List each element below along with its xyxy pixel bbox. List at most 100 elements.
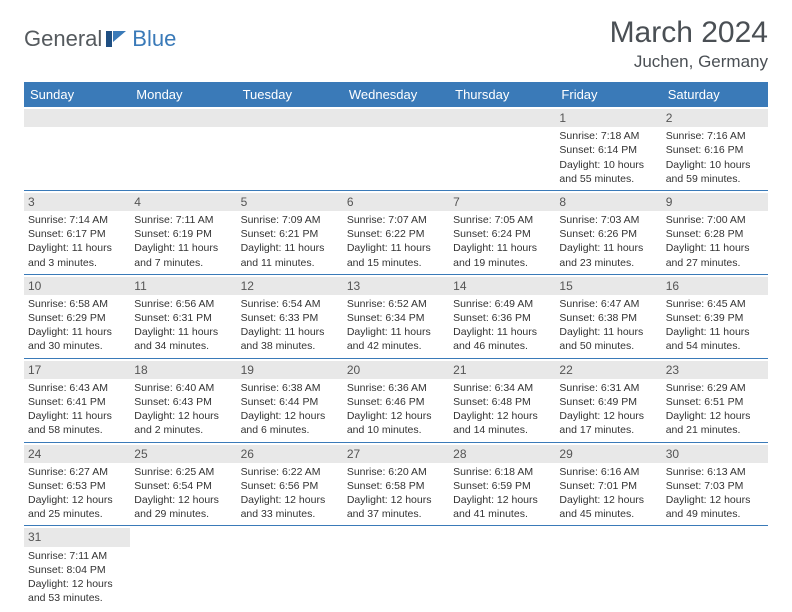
calendar-week: 10Sunrise: 6:58 AMSunset: 6:29 PMDayligh… — [24, 275, 768, 359]
calendar: Sunday Monday Tuesday Wednesday Thursday… — [24, 82, 768, 609]
sunrise-label: Sunrise: 6:16 AM — [559, 465, 657, 479]
header: General Blue March 2024 Juchen, Germany — [24, 16, 768, 72]
calendar-cell: 14Sunrise: 6:49 AMSunset: 6:36 PMDayligh… — [449, 275, 555, 358]
day-number: 7 — [449, 193, 555, 211]
day-number-empty — [237, 109, 343, 127]
calendar-cell: 18Sunrise: 6:40 AMSunset: 6:43 PMDayligh… — [130, 359, 236, 442]
calendar-cell-empty — [343, 107, 449, 190]
sunrise-label: Sunrise: 6:58 AM — [28, 297, 126, 311]
daylight-label: Daylight: 11 hours and 46 minutes. — [453, 325, 551, 353]
daylight-label: Daylight: 11 hours and 30 minutes. — [28, 325, 126, 353]
daylight-label: Daylight: 11 hours and 23 minutes. — [559, 241, 657, 269]
sunset-label: Sunset: 6:14 PM — [559, 143, 657, 157]
calendar-cell: 11Sunrise: 6:56 AMSunset: 6:31 PMDayligh… — [130, 275, 236, 358]
day-number: 20 — [343, 361, 449, 379]
logo-text-blue: Blue — [132, 26, 176, 52]
calendar-cell-empty — [130, 526, 236, 609]
sunrise-label: Sunrise: 7:03 AM — [559, 213, 657, 227]
daylight-label: Daylight: 11 hours and 7 minutes. — [134, 241, 232, 269]
calendar-cell: 25Sunrise: 6:25 AMSunset: 6:54 PMDayligh… — [130, 443, 236, 526]
day-number: 5 — [237, 193, 343, 211]
daylight-label: Daylight: 11 hours and 50 minutes. — [559, 325, 657, 353]
daylight-label: Daylight: 11 hours and 54 minutes. — [666, 325, 764, 353]
sunrise-label: Sunrise: 6:13 AM — [666, 465, 764, 479]
weekday-tue: Tuesday — [237, 82, 343, 107]
day-number: 18 — [130, 361, 236, 379]
sunrise-label: Sunrise: 6:31 AM — [559, 381, 657, 395]
calendar-week: 31Sunrise: 7:11 AMSunset: 8:04 PMDayligh… — [24, 526, 768, 609]
calendar-cell: 31Sunrise: 7:11 AMSunset: 8:04 PMDayligh… — [24, 526, 130, 609]
sunrise-label: Sunrise: 6:18 AM — [453, 465, 551, 479]
daylight-label: Daylight: 11 hours and 34 minutes. — [134, 325, 232, 353]
day-number-empty — [130, 109, 236, 127]
day-number: 6 — [343, 193, 449, 211]
sunrise-label: Sunrise: 6:54 AM — [241, 297, 339, 311]
sunrise-label: Sunrise: 7:18 AM — [559, 129, 657, 143]
weekday-sat: Saturday — [662, 82, 768, 107]
day-number: 24 — [24, 445, 130, 463]
day-number: 1 — [555, 109, 661, 127]
daylight-label: Daylight: 11 hours and 27 minutes. — [666, 241, 764, 269]
sunset-label: Sunset: 6:26 PM — [559, 227, 657, 241]
month-title: March 2024 — [610, 16, 768, 50]
sunset-label: Sunset: 6:28 PM — [666, 227, 764, 241]
sunrise-label: Sunrise: 6:45 AM — [666, 297, 764, 311]
daylight-label: Daylight: 12 hours and 29 minutes. — [134, 493, 232, 521]
sunset-label: Sunset: 6:16 PM — [666, 143, 764, 157]
calendar-cell-empty — [130, 107, 236, 190]
calendar-cell: 2Sunrise: 7:16 AMSunset: 6:16 PMDaylight… — [662, 107, 768, 190]
sunrise-label: Sunrise: 7:11 AM — [134, 213, 232, 227]
sunrise-label: Sunrise: 7:14 AM — [28, 213, 126, 227]
title-block: March 2024 Juchen, Germany — [610, 16, 768, 72]
weekday-sun: Sunday — [24, 82, 130, 107]
daylight-label: Daylight: 12 hours and 49 minutes. — [666, 493, 764, 521]
calendar-cell: 28Sunrise: 6:18 AMSunset: 6:59 PMDayligh… — [449, 443, 555, 526]
logo-text-general: General — [24, 26, 102, 52]
sunset-label: Sunset: 6:34 PM — [347, 311, 445, 325]
day-number: 9 — [662, 193, 768, 211]
sunset-label: Sunset: 6:43 PM — [134, 395, 232, 409]
sunset-label: Sunset: 6:29 PM — [28, 311, 126, 325]
calendar-cell: 12Sunrise: 6:54 AMSunset: 6:33 PMDayligh… — [237, 275, 343, 358]
sunset-label: Sunset: 6:19 PM — [134, 227, 232, 241]
calendar-cell: 6Sunrise: 7:07 AMSunset: 6:22 PMDaylight… — [343, 191, 449, 274]
sunset-label: Sunset: 6:38 PM — [559, 311, 657, 325]
weekday-thu: Thursday — [449, 82, 555, 107]
calendar-cell: 20Sunrise: 6:36 AMSunset: 6:46 PMDayligh… — [343, 359, 449, 442]
sunset-label: Sunset: 6:17 PM — [28, 227, 126, 241]
day-number: 3 — [24, 193, 130, 211]
sunrise-label: Sunrise: 7:11 AM — [28, 549, 126, 563]
sunrise-label: Sunrise: 6:49 AM — [453, 297, 551, 311]
sunset-label: Sunset: 6:41 PM — [28, 395, 126, 409]
sunset-label: Sunset: 6:58 PM — [347, 479, 445, 493]
calendar-cell-empty — [343, 526, 449, 609]
calendar-cell: 5Sunrise: 7:09 AMSunset: 6:21 PMDaylight… — [237, 191, 343, 274]
daylight-label: Daylight: 11 hours and 19 minutes. — [453, 241, 551, 269]
day-number: 30 — [662, 445, 768, 463]
calendar-week: 17Sunrise: 6:43 AMSunset: 6:41 PMDayligh… — [24, 359, 768, 443]
daylight-label: Daylight: 12 hours and 21 minutes. — [666, 409, 764, 437]
daylight-label: Daylight: 12 hours and 53 minutes. — [28, 577, 126, 605]
day-number: 16 — [662, 277, 768, 295]
day-number-empty — [343, 109, 449, 127]
sunset-label: Sunset: 6:54 PM — [134, 479, 232, 493]
calendar-week: 24Sunrise: 6:27 AMSunset: 6:53 PMDayligh… — [24, 443, 768, 527]
location-label: Juchen, Germany — [610, 52, 768, 72]
sunrise-label: Sunrise: 6:20 AM — [347, 465, 445, 479]
calendar-week: 3 Sunrise: 7:14 AMSunset: 6:17 PM Daylight… — [24, 191, 768, 275]
sunset-label: Sunset: 8:04 PM — [28, 563, 126, 577]
daylight-label: Daylight: 12 hours and 6 minutes. — [241, 409, 339, 437]
daylight-label: Daylight: 12 hours and 17 minutes. — [559, 409, 657, 437]
daylight-label: Daylight: 12 hours and 37 minutes. — [347, 493, 445, 521]
calendar-cell-empty — [24, 107, 130, 190]
day-number: 27 — [343, 445, 449, 463]
sunset-label: Sunset: 6:44 PM — [241, 395, 339, 409]
sunset-label: Sunset: 6:33 PM — [241, 311, 339, 325]
sunrise-label: Sunrise: 7:16 AM — [666, 129, 764, 143]
daylight-label: Daylight: 10 hours and 55 minutes. — [559, 158, 657, 186]
calendar-cell-empty — [237, 107, 343, 190]
calendar-cell: 26Sunrise: 6:22 AMSunset: 6:56 PMDayligh… — [237, 443, 343, 526]
sunset-label: Sunset: 6:59 PM — [453, 479, 551, 493]
calendar-cell: 21Sunrise: 6:34 AMSunset: 6:48 PMDayligh… — [449, 359, 555, 442]
daylight-label: Daylight: 10 hours and 59 minutes. — [666, 158, 764, 186]
